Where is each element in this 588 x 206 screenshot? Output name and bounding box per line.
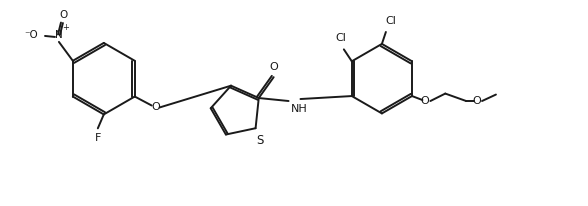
Text: S: S [256, 134, 263, 147]
Text: O: O [269, 62, 278, 72]
Text: ⁻O: ⁻O [25, 30, 39, 40]
Text: Cl: Cl [335, 33, 346, 43]
Text: F: F [95, 133, 101, 143]
Text: O: O [473, 96, 482, 106]
Text: +: + [62, 23, 69, 33]
Text: NH: NH [290, 104, 308, 114]
Text: Cl: Cl [385, 16, 396, 26]
Text: O: O [151, 102, 160, 112]
Text: N: N [55, 30, 63, 40]
Text: O: O [59, 10, 68, 20]
Text: O: O [420, 96, 429, 106]
